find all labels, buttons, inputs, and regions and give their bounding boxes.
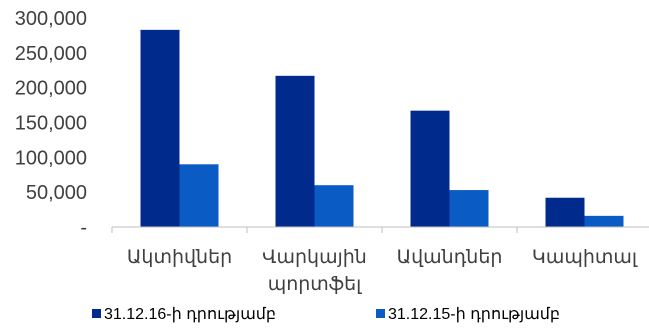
legend-label: 31.12.15-ի դրությամբ: [388, 306, 560, 323]
legend-swatch: [376, 309, 385, 318]
x-category-label: Վարկային: [262, 246, 367, 268]
bar-series-1-2: [275, 75, 315, 227]
bar-series-2-3: [449, 190, 489, 227]
bar-series-1-1: [140, 29, 180, 227]
bar-series-1-4: [545, 197, 585, 227]
y-tick-label: 100,000: [15, 147, 87, 169]
legend-label: 31.12.16-ի դրությամբ: [104, 306, 276, 323]
y-tick-label: 300,000: [15, 8, 87, 30]
x-category-label: Կապիտալ: [532, 246, 638, 268]
y-tick-label: 50,000: [26, 182, 87, 204]
y-tick-label: 150,000: [15, 113, 87, 135]
x-category-label: Ակտիվներ: [127, 246, 232, 268]
bar-series-2-1: [179, 164, 219, 227]
x-category-label: պորտֆել: [268, 273, 362, 295]
x-axis: Ակտիվներ Վարկային պորտֆել Ավանդներ Կապիտալ: [111, 226, 649, 295]
x-category-label: Ավանդներ: [397, 246, 503, 268]
bar-series-2-2: [314, 185, 354, 227]
legend: 31.12.16-ի դրությամբ 31.12.15-ի դրությամբ: [92, 306, 560, 323]
y-tick-label: -: [80, 217, 87, 239]
y-tick-label: 200,000: [15, 78, 87, 100]
bars: [140, 29, 624, 227]
bar-series-2-4: [584, 215, 624, 227]
bar-series-1-3: [410, 110, 450, 227]
y-tick-label: 250,000: [15, 43, 87, 65]
legend-swatch: [92, 309, 101, 318]
y-axis: - 50,000 100,000 150,000 200,000 250,000 300,0…: [15, 8, 87, 239]
